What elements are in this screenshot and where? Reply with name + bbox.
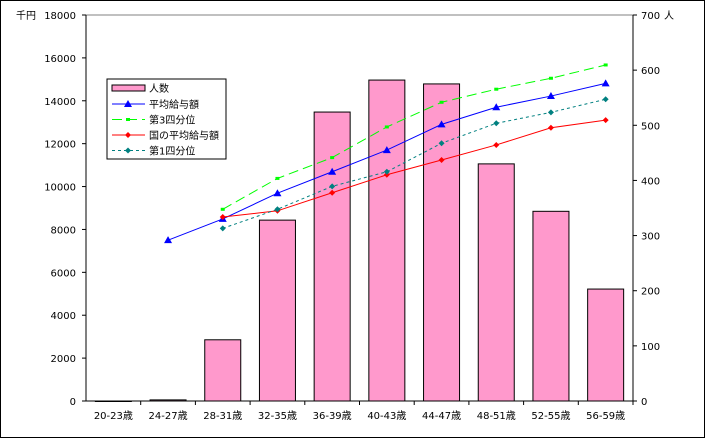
x-tick-label: 48-51歳 (477, 410, 516, 422)
bar-32-35歳 (258, 219, 296, 402)
series-0-point-44-47歳 (437, 120, 446, 128)
right-tick-label: 600 (641, 66, 660, 77)
x-tick-label: 28-31歳 (203, 410, 242, 422)
x-tick-label: 36-39歳 (313, 410, 352, 422)
left-tick-label: 0 (70, 397, 76, 408)
legend-label-3: 第1四分位 (149, 145, 195, 158)
left-tick-label: 18000 (44, 11, 76, 22)
bar-56-59歳 (587, 288, 625, 402)
left-tick-label: 8000 (51, 225, 76, 236)
series-line-3 (222, 98, 606, 229)
series-0-point-32-35歳 (273, 189, 282, 197)
series-1-point-28-31歳 (220, 207, 225, 211)
legend-label-bars: 人数 (149, 82, 169, 95)
right-tick-label: 100 (641, 342, 660, 353)
series-line-2 (222, 119, 606, 218)
x-tick-label: 32-35歳 (258, 410, 297, 422)
right-tick-label: 200 (641, 287, 660, 298)
right-tick-label: 400 (641, 176, 660, 187)
series-0-point-48-51歳 (492, 103, 501, 111)
left-tick-label: 16000 (44, 54, 76, 65)
left-tick-label: 14000 (44, 97, 76, 108)
series-2-point-56-59歳 (602, 117, 609, 124)
legend-marker-2 (125, 132, 131, 138)
left-tick-label: 6000 (51, 268, 76, 279)
x-tick-label: 24-27歳 (149, 410, 188, 422)
legend-marker-0 (124, 100, 132, 107)
left-tick-label: 4000 (51, 311, 76, 322)
series-3-point-44-47歳 (438, 140, 445, 147)
right-tick-label: 0 (641, 397, 647, 408)
series-1-point-36-39歳 (330, 156, 335, 160)
series-1-point-44-47歳 (439, 100, 444, 104)
series-3-point-56-59歳 (602, 96, 609, 103)
bar-52-55歳 (532, 210, 570, 402)
series-0-point-36-39歳 (328, 167, 337, 175)
legend-swatch-bars (111, 84, 146, 92)
x-tick-label: 52-55歳 (531, 410, 570, 422)
series-2-point-44-47歳 (438, 156, 445, 163)
bar-44-47歳 (423, 83, 461, 402)
legend-label-2: 国の平均給与額 (149, 129, 219, 142)
bar-28-31歳 (204, 339, 242, 402)
legend-label-1: 第3四分位 (149, 114, 195, 127)
series-0-point-40-43歳 (382, 146, 391, 154)
series-0-point-24-27歳 (164, 236, 173, 244)
bar-48-51歳 (477, 163, 515, 402)
legend-marker-1 (126, 118, 130, 121)
series-1-point-40-43歳 (384, 125, 389, 129)
series-3-point-36-39歳 (329, 183, 336, 190)
series-2-point-28-31歳 (219, 214, 226, 221)
series-1-point-52-55歳 (548, 76, 553, 80)
series-3-point-48-51歳 (493, 120, 500, 127)
series-0-point-56-59歳 (601, 79, 610, 87)
right-axis-unit: 人 (664, 10, 674, 22)
series-3-point-40-43歳 (383, 168, 390, 175)
series-0-point-52-55歳 (546, 92, 555, 100)
series-2-point-48-51歳 (493, 141, 500, 148)
right-tick-label: 700 (641, 11, 660, 22)
x-tick-label: 40-43歳 (367, 410, 406, 422)
legend-marker-3 (125, 147, 131, 154)
x-tick-label: 20-23歳 (94, 410, 133, 422)
series-1-point-32-35歳 (275, 176, 280, 180)
left-axis-unit: 千円 (16, 10, 36, 22)
legend-label-0: 平均給与額 (149, 98, 199, 111)
series-1-point-48-51歳 (494, 87, 499, 91)
right-tick-label: 300 (641, 232, 660, 243)
left-tick-label: 10000 (44, 183, 76, 194)
series-1-point-56-59歳 (603, 63, 608, 67)
bar-36-39歳 (313, 111, 351, 402)
right-tick-label: 500 (641, 121, 660, 132)
series-2-point-52-55歳 (547, 124, 554, 131)
left-tick-label: 12000 (44, 140, 76, 151)
x-tick-label: 44-47歳 (422, 410, 461, 422)
series-3-point-32-35歳 (274, 206, 281, 213)
left-tick-label: 2000 (51, 354, 76, 365)
series-3-point-52-55歳 (547, 109, 554, 116)
series-2-point-36-39歳 (329, 189, 336, 196)
series-2-point-40-43歳 (383, 171, 390, 178)
series-line-1 (222, 64, 606, 210)
x-tick-label: 56-59歳 (586, 410, 625, 422)
series-3-point-28-31歳 (219, 225, 226, 232)
